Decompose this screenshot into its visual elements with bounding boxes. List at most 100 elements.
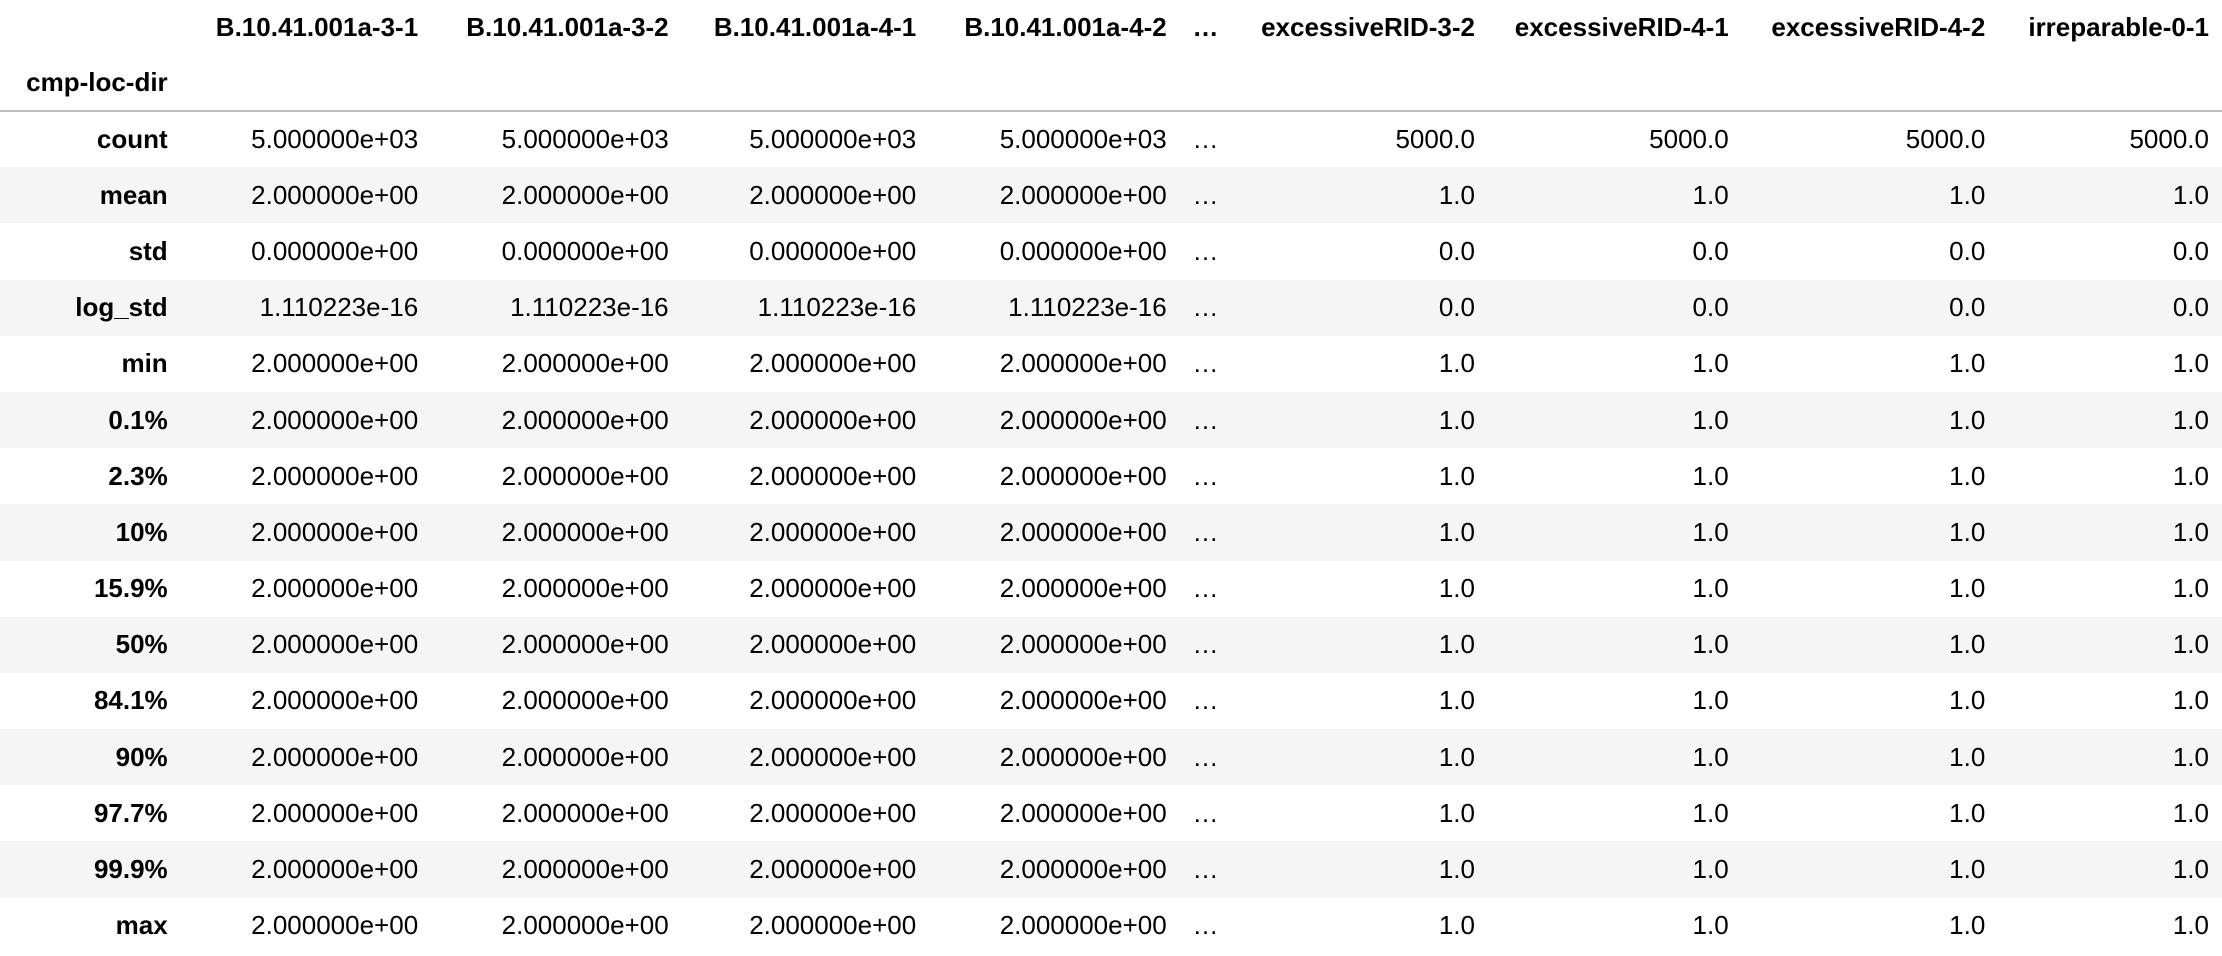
table-cell: 2.000000e+00 bbox=[999, 797, 1167, 828]
cell-ellipsis: … bbox=[1192, 741, 1219, 772]
table-cell: 1.0 bbox=[1438, 741, 1475, 772]
cell-ellipsis: … bbox=[1192, 910, 1219, 941]
table-row: 90% 2.000000e+00 2.000000e+00 2.000000e+00 2… bbox=[0, 729, 2222, 786]
table-cell: 1.0 bbox=[2172, 516, 2209, 547]
table-cell: 2.000000e+00 bbox=[251, 797, 419, 828]
table-cell: 0.000000e+00 bbox=[749, 235, 917, 266]
table-cell: 5000.0 bbox=[1395, 124, 1475, 155]
table-cell: 1.0 bbox=[2172, 179, 2209, 210]
table-cell: 2.000000e+00 bbox=[501, 910, 669, 941]
column-header: B.10.41.001a-3-2 bbox=[466, 12, 669, 42]
table-cell: 2.000000e+00 bbox=[999, 460, 1167, 491]
row-label: count bbox=[96, 124, 168, 155]
table-cell: 1.0 bbox=[1438, 460, 1475, 491]
cell-ellipsis: … bbox=[1192, 292, 1219, 323]
table-cell: 0.000000e+00 bbox=[999, 235, 1167, 266]
table-cell: 1.110223e-16 bbox=[510, 292, 669, 323]
table-row: min 2.000000e+00 2.000000e+00 2.000000e+00 2… bbox=[0, 336, 2222, 392]
table-cell: 5.000000e+03 bbox=[501, 124, 669, 155]
table-cell: 1.0 bbox=[1949, 741, 1986, 772]
row-label: 99.9% bbox=[93, 854, 168, 885]
table-row: log_std 1.110223e-16 1.110223e-16 1.110223e… bbox=[0, 279, 2222, 336]
table-cell: 5.000000e+03 bbox=[999, 124, 1167, 155]
table-row: max 2.000000e+00 2.000000e+00 2.000000e+00 2… bbox=[0, 898, 2222, 954]
table-cell: 2.000000e+00 bbox=[999, 910, 1167, 941]
table-cell: 1.110223e-16 bbox=[757, 292, 917, 323]
table-cell: 0.000000e+00 bbox=[251, 235, 419, 266]
column-ellipsis: … bbox=[1192, 12, 1219, 42]
table-row: 15.9% 2.000000e+00 2.000000e+00 2.000000e+0… bbox=[0, 561, 2222, 617]
table-cell: 5000.0 bbox=[1649, 124, 1729, 155]
row-label: min bbox=[121, 348, 168, 379]
table-cell: 1.0 bbox=[1438, 516, 1475, 547]
table-cell: 5000.0 bbox=[1905, 124, 1986, 155]
table-cell: 2.000000e+00 bbox=[999, 854, 1167, 885]
table-cell: 1.0 bbox=[1692, 629, 1729, 660]
row-label: 50% bbox=[115, 629, 168, 660]
table-cell: 1.0 bbox=[2172, 854, 2209, 885]
table-cell: 2.000000e+00 bbox=[251, 460, 419, 491]
table-cell: 1.0 bbox=[2172, 629, 2209, 660]
cell-ellipsis: … bbox=[1192, 460, 1219, 491]
row-label: 2.3% bbox=[108, 460, 168, 491]
row-label: 0.1% bbox=[108, 404, 168, 435]
cell-ellipsis: … bbox=[1192, 235, 1219, 266]
table-cell: 2.000000e+00 bbox=[501, 516, 669, 547]
index-name-row: cmp-loc-dir bbox=[0, 55, 2222, 112]
table-cell: 2.000000e+00 bbox=[251, 629, 419, 660]
table-cell: 1.0 bbox=[1692, 797, 1729, 828]
column-header: excessiveRID-4-1 bbox=[1514, 12, 1729, 42]
table-cell: 1.0 bbox=[2172, 685, 2209, 716]
table-cell: 2.000000e+00 bbox=[501, 685, 669, 716]
cell-ellipsis: … bbox=[1192, 797, 1219, 828]
table-cell: 5.000000e+03 bbox=[251, 124, 419, 155]
table-cell: 2.000000e+00 bbox=[749, 573, 917, 604]
row-label: max bbox=[115, 910, 168, 941]
table-cell: 2.000000e+00 bbox=[251, 348, 419, 379]
table-cell: 0.0 bbox=[1949, 292, 1986, 323]
table-cell: 2.000000e+00 bbox=[999, 348, 1167, 379]
table-row: 50% 2.000000e+00 2.000000e+00 2.000000e+00 2… bbox=[0, 616, 2222, 673]
table-cell: 2.000000e+00 bbox=[749, 460, 917, 491]
cell-ellipsis: … bbox=[1192, 348, 1219, 379]
table-cell: 1.0 bbox=[1438, 348, 1475, 379]
table-row: 84.1% 2.000000e+00 2.000000e+00 2.000000e+0… bbox=[0, 673, 2222, 729]
table-cell: 2.000000e+00 bbox=[999, 179, 1167, 210]
table-cell: 2.000000e+00 bbox=[501, 573, 669, 604]
table-cell: 2.000000e+00 bbox=[251, 404, 419, 435]
table-cell: 2.000000e+00 bbox=[749, 741, 917, 772]
table-cell: 1.0 bbox=[1692, 179, 1729, 210]
table-header: B.10.41.001a-3-1 B.10.41.001a-3-2 B.10.4… bbox=[0, 0, 2222, 112]
table-body: count 5.000000e+03 5.000000e+03 5.000000e+0… bbox=[0, 111, 2222, 954]
table-cell: 2.000000e+00 bbox=[999, 629, 1167, 660]
cell-ellipsis: … bbox=[1192, 179, 1219, 210]
table-cell: 2.000000e+00 bbox=[251, 516, 419, 547]
table-cell: 5000.0 bbox=[2129, 124, 2209, 155]
table-cell: 1.0 bbox=[1949, 910, 1986, 941]
table-cell: 1.0 bbox=[1949, 516, 1986, 547]
table-cell: 2.000000e+00 bbox=[749, 179, 917, 210]
table-cell: 0.0 bbox=[1438, 292, 1475, 323]
table-cell: 0.000000e+00 bbox=[501, 235, 669, 266]
table-row: 0.1% 2.000000e+00 2.000000e+00 2.000000e+00… bbox=[0, 391, 2222, 449]
table-cell: 2.000000e+00 bbox=[501, 741, 669, 772]
table-cell: 1.0 bbox=[1438, 910, 1475, 941]
table-cell: 2.000000e+00 bbox=[749, 910, 917, 941]
table-cell: 0.0 bbox=[2172, 235, 2209, 266]
table-cell: 2.000000e+00 bbox=[251, 573, 419, 604]
table-row: 97.7% 2.000000e+00 2.000000e+00 2.000000e+0… bbox=[0, 785, 2222, 841]
table-cell: 1.0 bbox=[1692, 573, 1729, 604]
table-cell: 2.000000e+00 bbox=[749, 854, 917, 885]
column-header: B.10.41.001a-4-2 bbox=[964, 12, 1167, 42]
table-cell: 0.0 bbox=[1438, 235, 1475, 266]
table-row: 10% 2.000000e+00 2.000000e+00 2.000000e+00 2… bbox=[0, 504, 2222, 561]
table-cell: 1.0 bbox=[1692, 910, 1729, 941]
table-cell: 2.000000e+00 bbox=[501, 179, 669, 210]
cell-ellipsis: … bbox=[1192, 573, 1219, 604]
column-header-row: B.10.41.001a-3-1 B.10.41.001a-3-2 B.10.4… bbox=[0, 0, 2222, 55]
table-cell: 1.0 bbox=[1949, 685, 1986, 716]
cell-ellipsis: … bbox=[1192, 124, 1219, 155]
table-cell: 1.0 bbox=[1438, 629, 1475, 660]
row-label: 84.1% bbox=[93, 685, 168, 716]
